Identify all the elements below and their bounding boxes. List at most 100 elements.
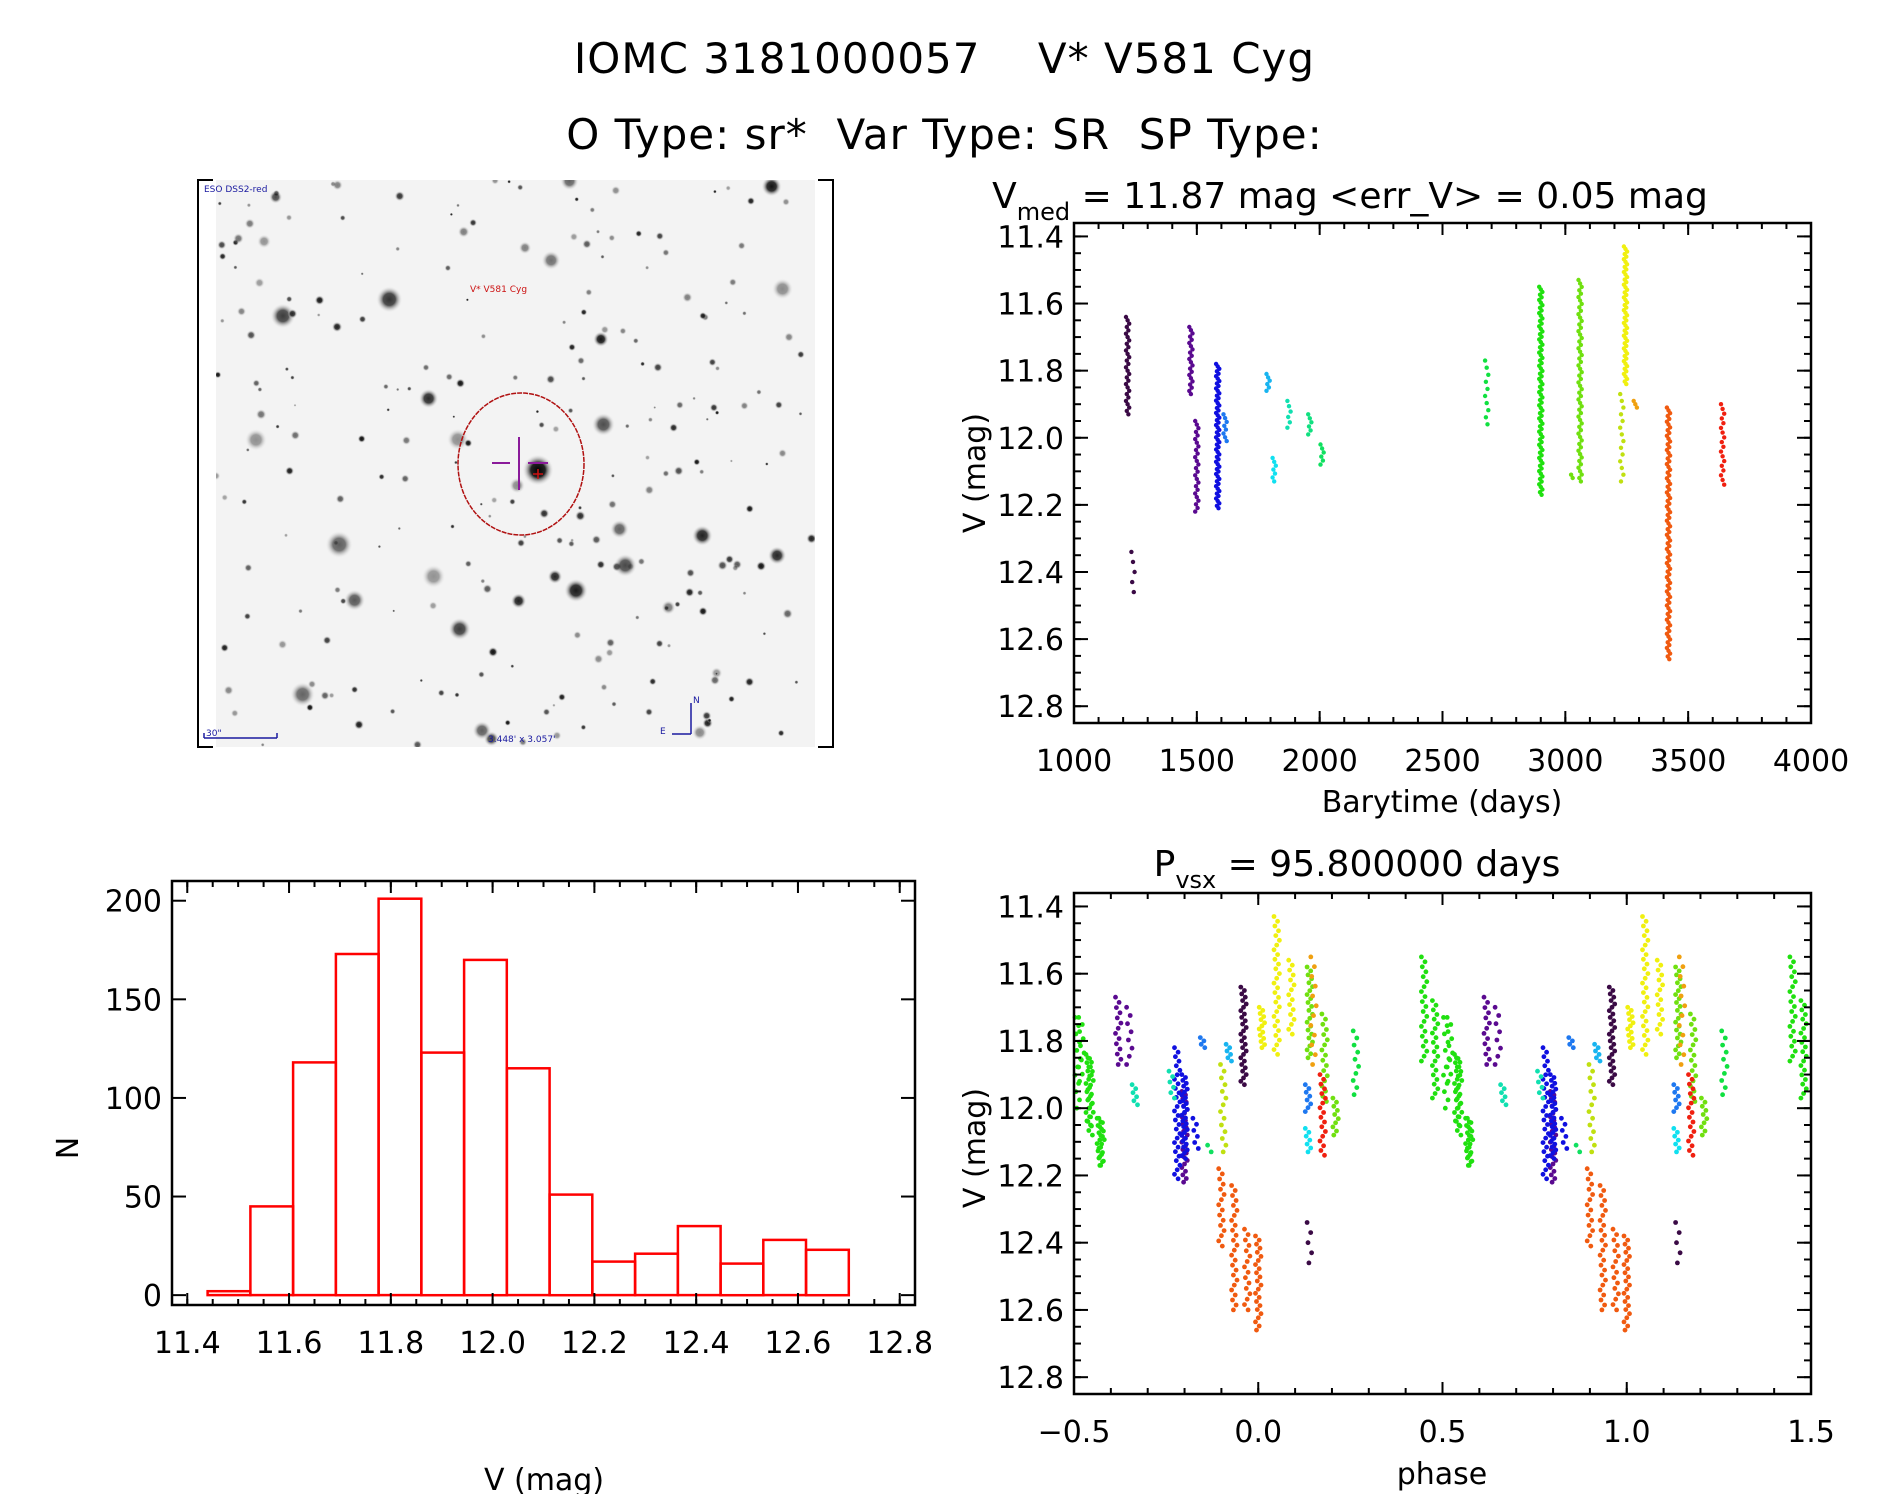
phase-curve-point bbox=[1469, 1128, 1475, 1134]
phase-curve-point bbox=[1722, 1035, 1728, 1041]
light-curve-point bbox=[1127, 388, 1132, 393]
star bbox=[221, 493, 229, 502]
phase-curve-plot: Pvsx = 95.800000 days −0.5 0.0 0.5 1.0 1.511… bbox=[958, 844, 1835, 1492]
light-curve-point bbox=[1618, 459, 1623, 464]
phase-curve-point bbox=[1179, 1153, 1185, 1159]
phase-curve-point bbox=[1645, 971, 1651, 976]
light-curve-point bbox=[1577, 458, 1582, 464]
y-tick-label: 12.8 bbox=[997, 690, 1064, 725]
image-frame-right bbox=[818, 179, 834, 748]
phase-curve-point bbox=[1589, 1149, 1595, 1155]
phase-curve-point bbox=[1486, 1046, 1491, 1052]
star bbox=[508, 477, 526, 494]
phase-curve-point bbox=[1305, 1027, 1311, 1033]
phase-curve-point bbox=[1603, 1208, 1608, 1213]
phase-curve-point bbox=[1243, 1286, 1249, 1291]
light-curve-point bbox=[1721, 444, 1726, 449]
star bbox=[386, 407, 391, 412]
phase-curve-point bbox=[1788, 999, 1794, 1004]
phase-curve-point bbox=[1536, 1090, 1542, 1096]
phase-curve-point bbox=[1792, 1048, 1798, 1054]
phase-curve-point bbox=[1273, 966, 1279, 972]
phase-curve-point bbox=[1304, 992, 1310, 997]
phase-curve-point bbox=[1243, 1248, 1249, 1254]
star bbox=[333, 586, 342, 594]
phase-curve-point bbox=[1090, 1100, 1095, 1106]
light-curve-point bbox=[1193, 491, 1198, 496]
light-curve-point bbox=[1667, 524, 1673, 529]
light-curve-point bbox=[1576, 294, 1581, 300]
phase-curve-point bbox=[1643, 918, 1649, 924]
light-curve-point bbox=[1193, 502, 1199, 507]
phase-curve-point bbox=[1240, 1045, 1245, 1051]
phase-curve-point bbox=[1287, 967, 1292, 973]
phase-curve-point bbox=[1449, 1036, 1455, 1042]
light-curve-point bbox=[1223, 427, 1229, 432]
phase-curve-point bbox=[1640, 1047, 1645, 1052]
phase-curve-point bbox=[1077, 1097, 1082, 1103]
phase-curve-point bbox=[1442, 1048, 1448, 1053]
phase-curve-point bbox=[1219, 1075, 1224, 1081]
phase-curve-point bbox=[1305, 1149, 1311, 1155]
phase-curve-point bbox=[1247, 1253, 1253, 1259]
phase-curve-point bbox=[1445, 1029, 1451, 1034]
phase-curve-point bbox=[1502, 1094, 1508, 1100]
phase-curve-point bbox=[1592, 1041, 1597, 1047]
phase-curve-point bbox=[1690, 1042, 1696, 1048]
phase-curve-point bbox=[1304, 1019, 1310, 1025]
phase-curve-point bbox=[1432, 1091, 1438, 1096]
phase-curve-point bbox=[1640, 1014, 1645, 1019]
phase-curve-point bbox=[1610, 1302, 1616, 1307]
phase-curve-point bbox=[1126, 1037, 1131, 1043]
star bbox=[644, 484, 655, 496]
light-curve-point bbox=[1618, 445, 1624, 450]
phase-curve-point bbox=[1643, 1018, 1649, 1024]
phase-curve-point bbox=[1277, 971, 1282, 976]
phase-curve-point bbox=[1587, 1122, 1593, 1128]
phase-curve-point bbox=[1607, 1062, 1613, 1067]
y-tick-label: 12.6 bbox=[997, 623, 1064, 658]
star bbox=[316, 313, 321, 317]
phase-curve-point bbox=[1277, 1037, 1282, 1043]
phase-curve-point bbox=[1271, 1014, 1277, 1019]
phase-curve-point bbox=[1671, 1082, 1677, 1088]
star bbox=[516, 538, 526, 548]
light-curve-point bbox=[1124, 375, 1130, 380]
phase-curve-point bbox=[1675, 1260, 1680, 1266]
phase-curve-point bbox=[1609, 1052, 1615, 1057]
star bbox=[243, 612, 252, 621]
phase-curve-point bbox=[1173, 1117, 1178, 1123]
phase-curve-point bbox=[1673, 1220, 1678, 1225]
light-curve-point bbox=[1265, 381, 1270, 387]
phase-curve-point bbox=[1230, 1193, 1235, 1198]
star bbox=[608, 234, 616, 242]
phase-curve-point bbox=[1673, 1047, 1678, 1053]
histogram-axes: 11.4 11.6 11.8 12.0 12.2 12.4 12.6 12.805010015… bbox=[105, 879, 933, 1361]
light-curve-point bbox=[1195, 505, 1200, 511]
phase-curve-point bbox=[1434, 1012, 1440, 1017]
star bbox=[241, 498, 248, 505]
star bbox=[518, 241, 532, 255]
phase-curve-point bbox=[1577, 1149, 1583, 1155]
light-curve-point bbox=[1718, 449, 1724, 454]
phase-curve-point bbox=[1320, 1100, 1326, 1106]
phase-curve-point bbox=[1641, 1033, 1647, 1038]
star bbox=[552, 730, 562, 741]
star bbox=[508, 498, 516, 506]
star bbox=[490, 180, 500, 185]
star bbox=[714, 410, 720, 416]
star bbox=[477, 670, 485, 679]
phase-curve-point bbox=[1115, 1062, 1121, 1067]
phase-curve-point bbox=[1588, 1207, 1594, 1213]
light-curve-point bbox=[1579, 352, 1584, 358]
phase-curve-point bbox=[1723, 1049, 1729, 1055]
sky-image-background bbox=[216, 180, 815, 747]
phase-curve-point bbox=[1262, 1042, 1267, 1047]
phase-curve-point bbox=[1355, 1049, 1361, 1055]
phase-curve-point bbox=[1564, 1146, 1570, 1151]
phase-curve-point bbox=[1547, 1112, 1553, 1118]
star bbox=[353, 719, 365, 730]
light-curve-point bbox=[1189, 353, 1194, 358]
x-tick-label: 12.2 bbox=[561, 1326, 628, 1361]
phase-curve-point bbox=[1602, 1267, 1607, 1273]
